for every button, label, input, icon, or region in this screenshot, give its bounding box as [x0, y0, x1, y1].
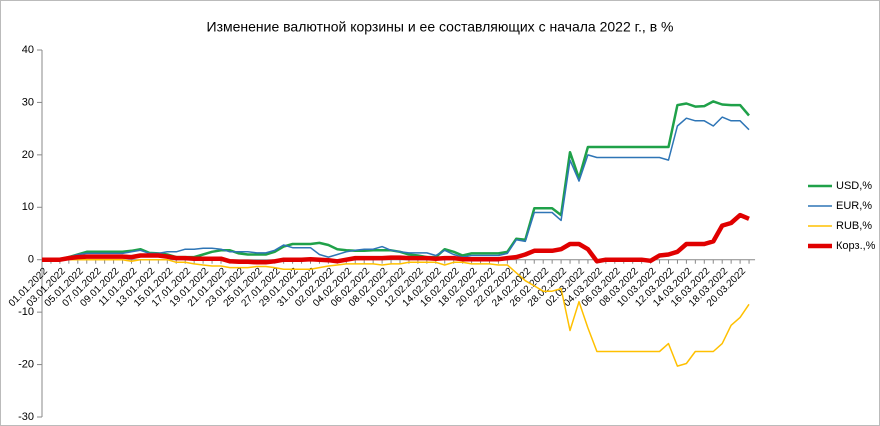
y-tick-label: 20 — [22, 149, 34, 161]
series-line — [42, 258, 750, 367]
y-tick-label: 30 — [22, 96, 34, 108]
y-tick-label: -30 — [18, 411, 34, 423]
legend-label: Корз.,% — [836, 240, 876, 252]
y-tick-label: -10 — [18, 306, 34, 318]
series-line — [42, 212, 750, 265]
series-line — [42, 116, 750, 261]
legend-label: USD,% — [836, 180, 872, 192]
legend-label: EUR,% — [836, 200, 872, 212]
y-tick-label: 40 — [22, 44, 34, 56]
y-tick-label: -20 — [18, 358, 34, 370]
legend-label: RUB,% — [836, 220, 872, 232]
y-tick-label: 10 — [22, 201, 34, 213]
chart-title: Изменение валютной корзины и ее составля… — [207, 19, 674, 35]
y-tick-label: 0 — [28, 254, 34, 266]
